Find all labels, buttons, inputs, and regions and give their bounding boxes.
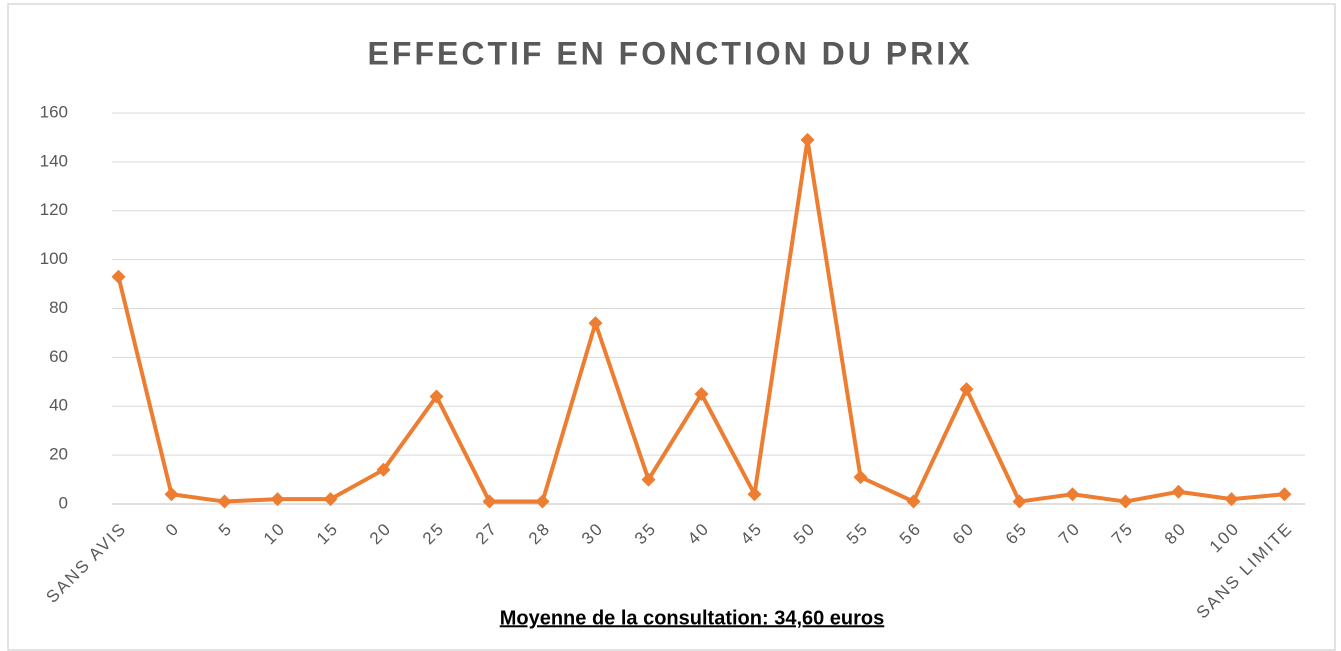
marker bbox=[906, 494, 921, 509]
marker bbox=[323, 492, 338, 507]
marker bbox=[164, 487, 179, 502]
y-tick-label: 120 bbox=[40, 200, 68, 219]
marker bbox=[588, 316, 603, 331]
chart-title: EFFECTIF EN FONCTION DU PRIX bbox=[368, 35, 973, 71]
y-tick-label: 80 bbox=[49, 298, 68, 317]
marker bbox=[747, 487, 762, 502]
annotation: Moyenne de la consultation: 34,60 euros bbox=[500, 607, 885, 629]
marker bbox=[853, 470, 868, 485]
marker bbox=[1224, 492, 1239, 507]
y-tick-label: 0 bbox=[59, 493, 68, 512]
marker bbox=[1012, 494, 1027, 509]
marker bbox=[800, 132, 815, 147]
y-tick-label: 160 bbox=[40, 102, 68, 121]
marker bbox=[482, 494, 497, 509]
marker bbox=[959, 382, 974, 397]
marker bbox=[376, 462, 391, 477]
marker bbox=[694, 387, 709, 402]
y-tick-label: 140 bbox=[40, 151, 68, 170]
marker bbox=[1065, 487, 1080, 502]
chart-border bbox=[7, 3, 1336, 651]
marker bbox=[1118, 494, 1133, 509]
marker bbox=[270, 492, 285, 507]
y-tick-label: 20 bbox=[49, 445, 68, 464]
marker bbox=[111, 269, 126, 284]
marker bbox=[429, 389, 444, 404]
marker bbox=[1277, 487, 1292, 502]
marker bbox=[217, 494, 232, 509]
marker bbox=[1171, 484, 1186, 499]
y-tick-label: 60 bbox=[49, 347, 68, 366]
marker bbox=[535, 494, 550, 509]
y-tick-label: 40 bbox=[49, 396, 68, 415]
y-tick-label: 100 bbox=[40, 249, 68, 268]
marker bbox=[641, 472, 656, 487]
